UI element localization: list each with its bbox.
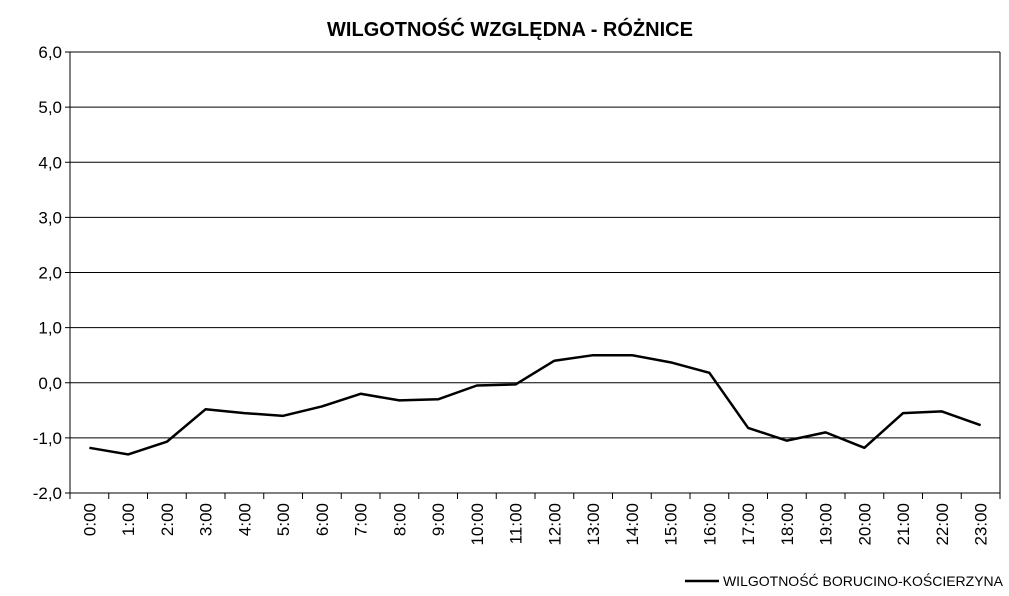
x-tick-label: 22:00: [933, 503, 952, 546]
x-tick-label: 9:00: [429, 503, 448, 536]
y-tick-label: 3,0: [38, 208, 62, 227]
y-tick-label: 6,0: [38, 43, 62, 62]
y-tick-label: 2,0: [38, 264, 62, 283]
x-tick-label: 5:00: [274, 503, 293, 536]
x-tick-label: 21:00: [894, 503, 913, 546]
y-tick-label: 1,0: [38, 319, 62, 338]
x-tick-label: 4:00: [235, 503, 254, 536]
x-tick-label: 16:00: [700, 503, 719, 546]
x-tick-label: 1:00: [119, 503, 138, 536]
y-tick-label: 0,0: [38, 374, 62, 393]
x-tick-label: 10:00: [468, 503, 487, 546]
x-tick-label: 8:00: [390, 503, 409, 536]
x-tick-label: 3:00: [197, 503, 216, 536]
x-tick-label: 13:00: [584, 503, 603, 546]
x-tick-label: 18:00: [778, 503, 797, 546]
y-tick-label: -1,0: [33, 429, 62, 448]
x-tick-label: 20:00: [855, 503, 874, 546]
legend-label: WILGOTNOŚĆ BORUCINO-KOŚCIERZYNA: [723, 572, 1004, 589]
x-tick-label: 17:00: [739, 503, 758, 546]
x-tick-label: 2:00: [158, 503, 177, 536]
y-tick-label: -2,0: [33, 484, 62, 503]
x-tick-label: 0:00: [80, 503, 99, 536]
y-tick-label: 4,0: [38, 153, 62, 172]
x-tick-label: 11:00: [507, 503, 526, 544]
x-tick-label: 12:00: [545, 503, 564, 546]
x-tick-label: 23:00: [972, 503, 991, 546]
chart-title: WILGOTNOŚĆ WZGLĘDNA - RÓŻNICE: [327, 17, 693, 41]
x-tick-label: 14:00: [623, 503, 642, 546]
data-line: [89, 353, 982, 456]
x-tick-label: 6:00: [313, 503, 332, 536]
y-tick-label: 5,0: [38, 98, 62, 117]
x-tick-label: 19:00: [817, 503, 836, 546]
x-tick-label: 15:00: [662, 503, 681, 546]
x-tick-label: 7:00: [352, 503, 371, 536]
